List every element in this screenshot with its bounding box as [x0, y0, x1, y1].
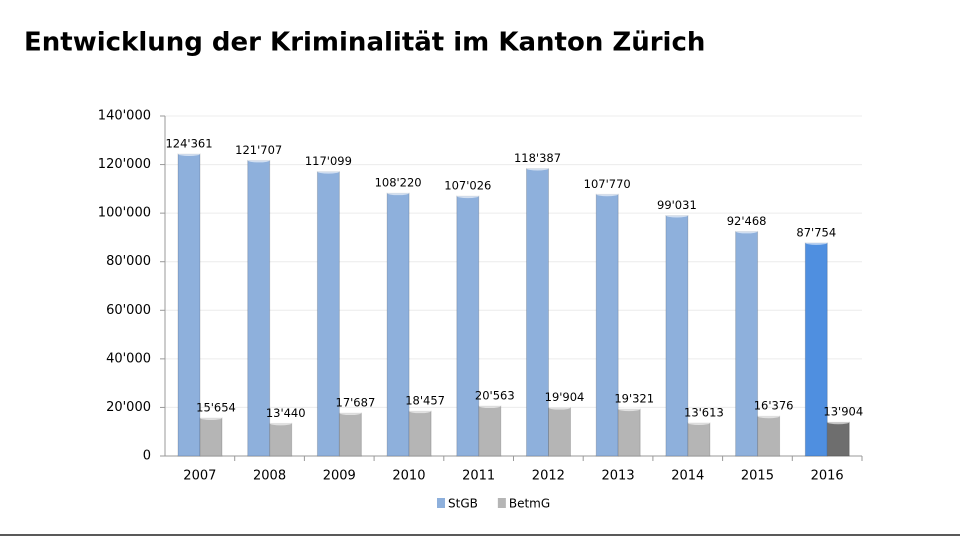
bar — [338, 412, 362, 457]
bar-cap — [827, 420, 850, 425]
bar — [408, 410, 432, 457]
bar — [595, 193, 619, 457]
bar-cap — [596, 192, 619, 197]
value-label: 13'904 — [823, 405, 863, 419]
bar-cap — [618, 407, 641, 412]
bar — [804, 242, 828, 457]
value-label: 20'563 — [475, 389, 515, 403]
y-tick-label: 120'000 — [98, 157, 151, 172]
bar-cap — [409, 409, 432, 414]
y-tick-label: 100'000 — [98, 206, 151, 221]
x-tick-label: 2015 — [741, 469, 774, 484]
value-label: 108'220 — [375, 176, 422, 190]
bar-cap — [317, 169, 340, 174]
x-tick-label: 2012 — [532, 469, 565, 484]
y-tick-label: 20'000 — [106, 400, 151, 415]
x-tick-label: 2013 — [602, 469, 635, 484]
value-label: 117'099 — [305, 154, 352, 168]
y-tick-label: 40'000 — [106, 351, 151, 366]
value-label: 107'026 — [444, 179, 491, 193]
value-label: 18'457 — [405, 394, 445, 408]
x-tick-label: 2008 — [253, 469, 286, 484]
value-label: 19'321 — [614, 392, 654, 406]
bar — [386, 192, 410, 457]
bar-cap — [687, 420, 710, 425]
value-label: 13'440 — [266, 406, 306, 420]
bar-cap — [269, 421, 292, 426]
bar-cap — [200, 415, 222, 420]
value-label: 87'754 — [796, 225, 836, 239]
value-label: 16'376 — [754, 399, 794, 413]
bar-cap — [247, 158, 270, 163]
bar — [687, 422, 711, 457]
bar-cap — [478, 404, 501, 409]
bar-cap — [387, 191, 410, 196]
y-tick-label: 80'000 — [106, 254, 151, 269]
bar — [269, 422, 293, 457]
x-tick-label: 2007 — [183, 469, 216, 484]
value-label: 17'687 — [336, 396, 376, 410]
x-tick-label: 2009 — [323, 469, 356, 484]
bar — [548, 407, 571, 457]
y-tick-label: 60'000 — [106, 303, 151, 318]
bar — [199, 417, 223, 457]
y-tick-label: 0 — [143, 449, 151, 464]
x-tick-label: 2011 — [462, 469, 495, 484]
x-tick-label: 2010 — [392, 469, 425, 484]
legend-label: BetmG — [509, 497, 550, 511]
value-label: 13'613 — [684, 405, 724, 419]
value-label: 107'770 — [584, 177, 631, 191]
bar-cap — [456, 194, 479, 199]
y-tick-label: 140'000 — [98, 109, 151, 124]
legend-label: StGB — [448, 497, 478, 511]
bar-cap — [526, 166, 549, 171]
bar-cap — [665, 213, 688, 218]
bar — [665, 214, 689, 457]
bar-cap — [805, 240, 828, 245]
value-label: 92'468 — [727, 214, 767, 228]
bar — [826, 421, 850, 457]
bar — [757, 415, 781, 457]
bar-cap — [757, 414, 780, 419]
legend-swatch — [497, 498, 506, 508]
value-label: 99'031 — [657, 198, 697, 212]
bar — [478, 405, 502, 457]
x-tick-label: 2014 — [671, 469, 704, 484]
bar — [456, 195, 480, 457]
bar — [526, 167, 549, 457]
bar-cap — [735, 229, 758, 234]
bar-cap — [548, 405, 571, 410]
value-label: 118'387 — [514, 151, 561, 165]
value-label: 124'361 — [165, 136, 212, 150]
bar — [617, 408, 641, 457]
value-label: 15'654 — [196, 400, 236, 414]
bar — [316, 171, 340, 457]
x-tick-label: 2016 — [811, 469, 844, 484]
value-label: 121'707 — [235, 143, 282, 157]
chart-title: Entwicklung der Kriminalität im Kanton Z… — [24, 28, 705, 58]
value-label: 19'904 — [545, 390, 585, 404]
legend-swatch — [437, 498, 445, 508]
bar-cap — [178, 151, 200, 156]
bar — [735, 230, 759, 457]
bar-cap — [339, 411, 362, 416]
